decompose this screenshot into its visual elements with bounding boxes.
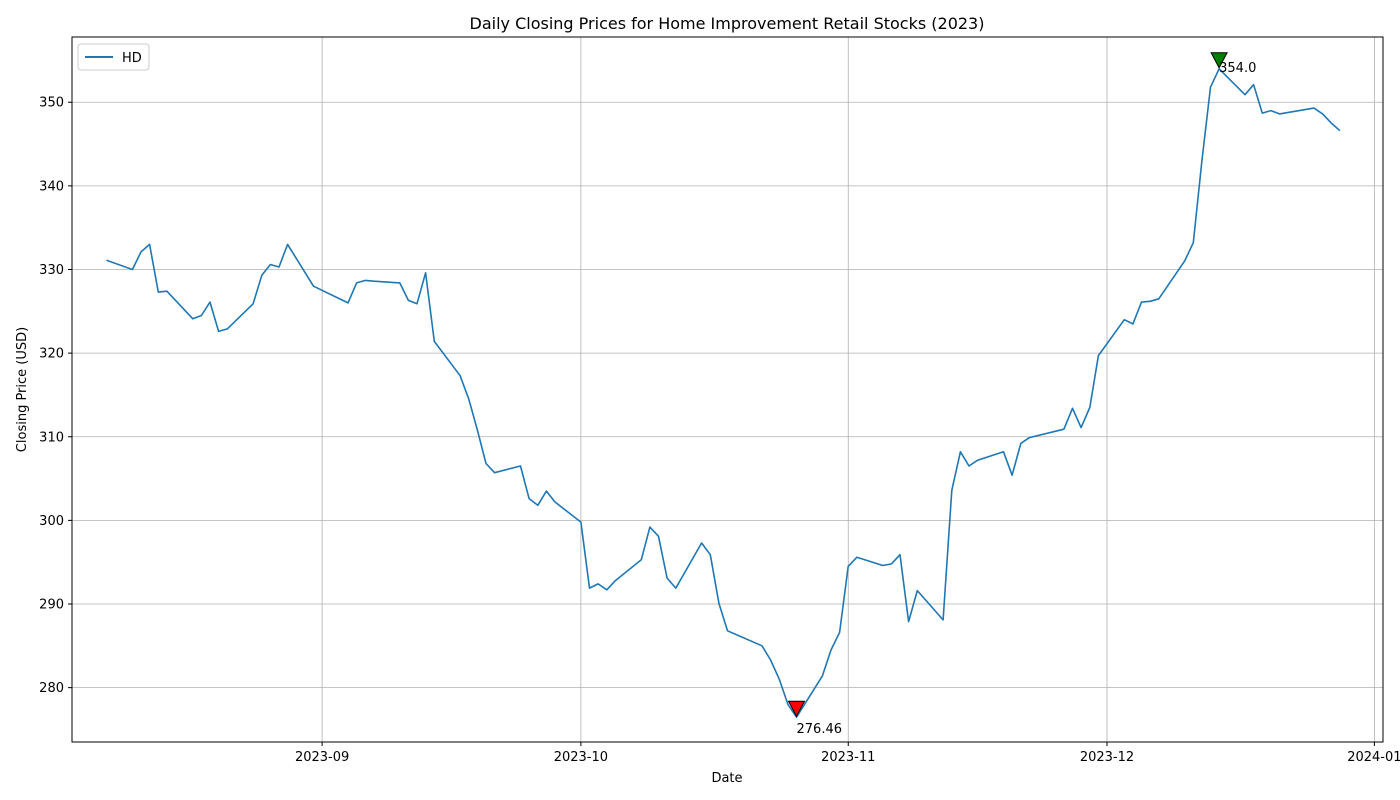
x-tick-label: 2023-12 [1080, 750, 1134, 765]
x-axis-label: Date [711, 771, 742, 786]
ticks: 2023-09 2023-10 2023-11 2023-12 2024-01 280 29… [39, 96, 1400, 765]
min-annotation-label: 276.46 [797, 722, 843, 737]
legend: HD [77, 43, 150, 71]
series-layer [106, 68, 1341, 719]
y-tick-label: 330 [39, 263, 64, 278]
y-axis-label: Closing Price (USD) [15, 327, 30, 452]
grid [72, 37, 1383, 742]
x-tick-label: 2023-11 [821, 750, 875, 765]
x-tick-label: 2023-10 [554, 750, 608, 765]
legend-label-hd: HD [122, 51, 142, 66]
y-tick-label: 320 [39, 347, 64, 362]
series-line-hd [106, 68, 1341, 719]
x-tick-label: 2024-01 [1347, 750, 1400, 765]
x-tick-label: 2023-09 [295, 750, 349, 765]
chart-title: Daily Closing Prices for Home Improvemen… [470, 14, 985, 33]
y-tick-label: 300 [39, 514, 64, 529]
plot-frame [71, 36, 1384, 743]
legend-box [77, 43, 150, 71]
y-tick-label: 340 [39, 179, 64, 194]
y-tick-label: 350 [39, 96, 64, 111]
y-tick-label: 290 [39, 598, 64, 613]
max-marker [1210, 52, 1228, 69]
min-marker [787, 700, 806, 718]
annotation-layer: 354.0 276.46 [787, 52, 1256, 737]
y-tick-label: 280 [39, 681, 64, 696]
y-tick-label: 310 [39, 430, 64, 445]
max-annotation-label: 354.0 [1219, 61, 1256, 76]
